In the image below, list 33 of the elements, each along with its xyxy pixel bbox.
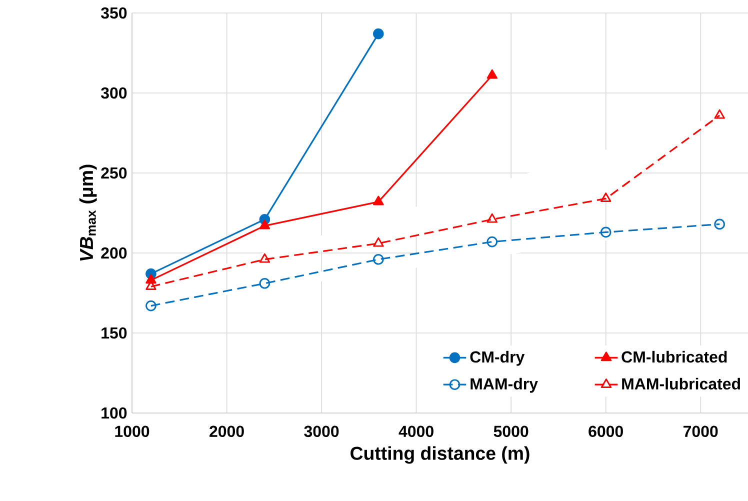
- y-tick-label: 300: [100, 87, 127, 99]
- x-tick-label: 5000: [494, 426, 528, 438]
- point: [486, 236, 498, 248]
- x-axis-title: Cutting distance (m): [350, 446, 530, 464]
- point: [600, 226, 612, 238]
- legend-label: CM-dry: [470, 350, 525, 366]
- x-tick-label: 6000: [588, 426, 623, 438]
- y-tick-label: 250: [101, 167, 127, 179]
- y-tick-label: 200: [101, 247, 127, 259]
- legend-label: CM-lubricated: [622, 350, 727, 363]
- x-tick-label: 1000: [115, 426, 150, 438]
- point: [259, 220, 270, 230]
- point: [486, 213, 498, 223]
- y-tick-label: 150: [102, 327, 127, 339]
- x-tick-label: 7000: [684, 426, 718, 438]
- point: [259, 278, 270, 289]
- y-tick-label: 100: [102, 407, 127, 419]
- y-tick-label: 350: [100, 7, 127, 19]
- point: [714, 109, 725, 119]
- legend-label: MAM-dry: [470, 378, 538, 393]
- point: [486, 69, 498, 79]
- point: [259, 253, 270, 263]
- legend-label: MAM-lubricated: [622, 378, 740, 390]
- point: [146, 300, 156, 312]
- point: [373, 196, 384, 206]
- x-tick-label: 3000: [304, 426, 339, 438]
- point: [373, 237, 384, 247]
- point: [600, 192, 612, 202]
- y-axis-title: VB$_{max}$ (μm): [79, 164, 97, 261]
- x-tick-label: 4000: [398, 426, 434, 438]
- point: [714, 218, 725, 230]
- point: [373, 254, 384, 265]
- x-tick-label: 2000: [210, 426, 244, 438]
